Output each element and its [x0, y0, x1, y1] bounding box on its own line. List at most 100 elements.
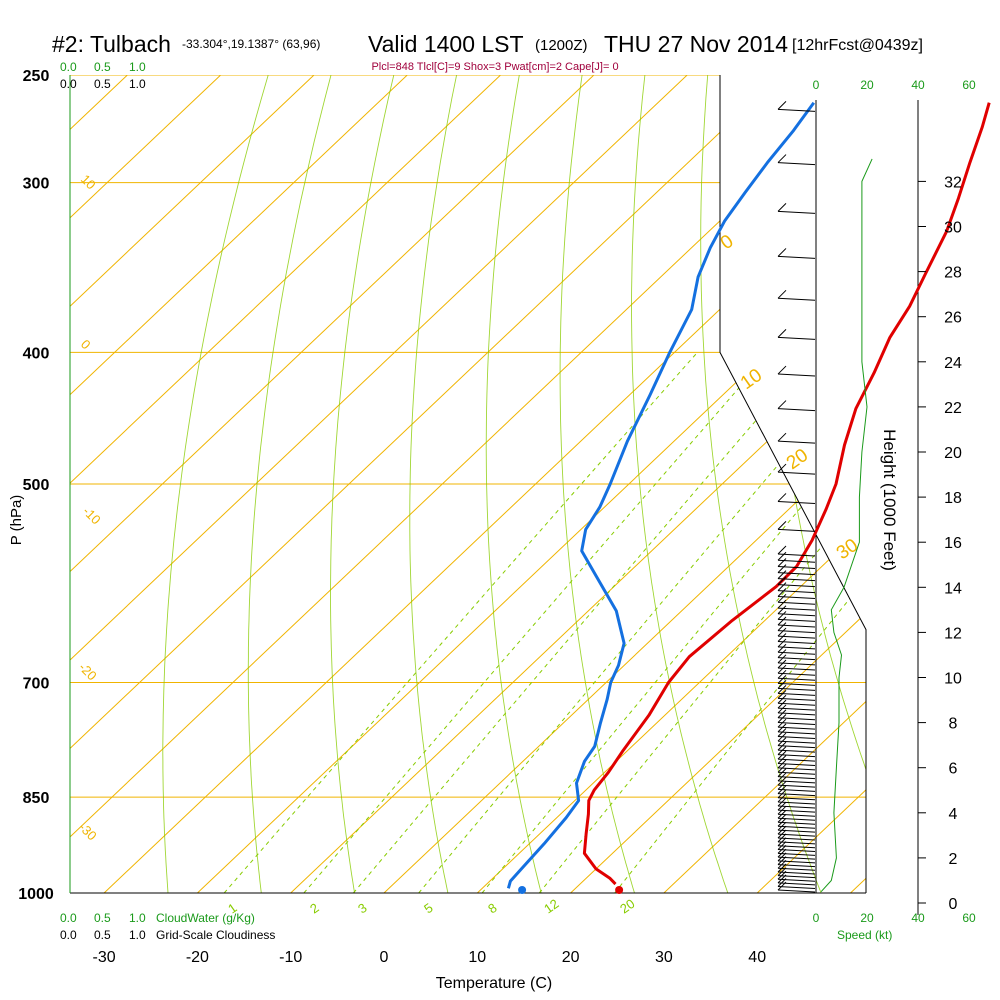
- isotherm-line: [476, 75, 866, 893]
- mixing-ratio-line: [418, 351, 866, 893]
- height-tick-14: 14: [944, 580, 962, 597]
- wind-barb-flag: [777, 588, 787, 597]
- isotherm-line: [70, 75, 688, 893]
- wind-barb-flag: [777, 680, 787, 689]
- speed-axis-label: Speed (kt): [837, 928, 892, 942]
- wind-barb-flag: [777, 694, 787, 704]
- height-tick-30: 30: [944, 220, 962, 237]
- wind-barb: [777, 821, 816, 825]
- wind-barb: [777, 601, 816, 605]
- speed-top-tick-2: 40: [911, 78, 925, 92]
- dry-adiabat-line: [409, 75, 463, 893]
- wind-barb: [777, 845, 816, 849]
- wind-barb-flag: [777, 704, 787, 714]
- wind-barb: [777, 590, 816, 594]
- wind-barb-flag: [777, 622, 787, 631]
- wind-barb-flag: [777, 627, 787, 637]
- cloudiness-top-tick-1: 0.5: [94, 77, 111, 91]
- cloudiness-top-tick-2: 1.0: [129, 77, 146, 91]
- pressure-tick-1000: 1000: [18, 886, 54, 903]
- cloudwater-top-tick-2: 1.0: [129, 60, 146, 74]
- isotherm-line: [70, 75, 595, 893]
- wind-barb: [777, 849, 816, 853]
- station-title: #2: Tulbach: [52, 31, 171, 57]
- wind-barb: [777, 889, 816, 893]
- wind-barb-flag: [777, 289, 787, 299]
- pressure-tick-850: 850: [23, 790, 50, 807]
- wind-barb: [777, 749, 816, 753]
- cloudiness-top-tick-0: 0.0: [60, 77, 77, 91]
- pressure-tick-300: 300: [23, 176, 50, 193]
- isotherm-line: [290, 75, 866, 893]
- wind-barb-flag: [777, 154, 787, 163]
- isotherm-line: [70, 75, 408, 893]
- wind-barb-flag: [777, 576, 787, 586]
- height-tick-2: 2: [949, 851, 958, 868]
- wind-barb: [777, 572, 816, 576]
- mixing-ratio-line: [353, 351, 816, 893]
- cloudiness-tick-1: 0.5: [94, 928, 111, 942]
- wind-barb-flag: [777, 689, 787, 699]
- speed-bottom-tick-1: 20: [860, 911, 874, 925]
- wind-barb: [777, 553, 816, 557]
- wind-barb-flag: [777, 564, 787, 573]
- x-axis-title: Temperature (C): [436, 975, 552, 992]
- y-axis-title: P (hPa): [8, 495, 25, 546]
- height-tick-24: 24: [944, 355, 962, 372]
- wind-barb-flag: [777, 463, 787, 473]
- wind-barb: [777, 672, 816, 676]
- wind-barb-flag: [777, 101, 787, 110]
- cloudwater-tick-1: 0.5: [94, 911, 111, 925]
- wind-barb: [777, 646, 816, 650]
- height-tick-28: 28: [944, 265, 962, 282]
- wind-barb: [777, 801, 816, 805]
- speed-top-tick-0: 0: [813, 78, 820, 92]
- temp-tick-30: 30: [655, 949, 673, 966]
- wind-barb: [777, 578, 816, 582]
- wind-barb-flag: [777, 611, 787, 620]
- wind-barb: [777, 726, 816, 730]
- wind-barb: [777, 740, 816, 744]
- wind-barb: [777, 641, 816, 645]
- wind-barb: [777, 297, 816, 301]
- cloudwater-tick-0: 0.0: [60, 911, 77, 925]
- wind-barb: [777, 559, 816, 563]
- dry-adiabat-line: [485, 75, 550, 893]
- wind-barb: [777, 864, 816, 868]
- mixing-ratio-label: 12: [541, 896, 561, 917]
- wind-barb-flag: [777, 365, 787, 375]
- height-tick-16: 16: [944, 535, 962, 552]
- wind-barb-flag: [777, 709, 787, 719]
- wind-barb: [777, 682, 816, 686]
- mixing-ratio-line: [223, 351, 698, 893]
- wind-barb: [777, 817, 816, 821]
- wind-barb-flag: [777, 558, 787, 567]
- wind-barb: [777, 373, 816, 377]
- speed-top-tick-1: 20: [860, 78, 874, 92]
- plot-right-edge: [719, 75, 867, 893]
- wind-barb: [777, 731, 816, 735]
- height-tick-26: 26: [944, 310, 962, 327]
- wind-barb-flag: [777, 329, 787, 338]
- wind-barb: [777, 408, 816, 412]
- wind-barb-flag: [777, 633, 787, 642]
- cloudwater-top-tick-0: 0.0: [60, 60, 77, 74]
- wind-barb: [777, 440, 816, 444]
- isotherm-line: [197, 75, 866, 893]
- height-axis-title: Height (1000 Feet): [880, 429, 899, 571]
- wind-barb: [777, 584, 816, 588]
- wind-barb-flag: [777, 638, 787, 648]
- wind-barb: [777, 875, 816, 879]
- wind-barb: [777, 745, 816, 749]
- wind-barb: [777, 825, 816, 829]
- dry-adiabat-line: [330, 75, 400, 893]
- wind-barb-flag: [777, 616, 787, 626]
- wind-barb: [777, 754, 816, 758]
- height-tick-20: 20: [944, 445, 962, 462]
- mixing-ratio-line: [303, 351, 771, 893]
- wind-barb: [777, 771, 816, 775]
- wind-barb-flag: [777, 659, 787, 669]
- wind-barb: [777, 784, 816, 788]
- wind-barb-flag: [777, 605, 787, 615]
- cloudiness-tick-0: 0.0: [60, 928, 77, 942]
